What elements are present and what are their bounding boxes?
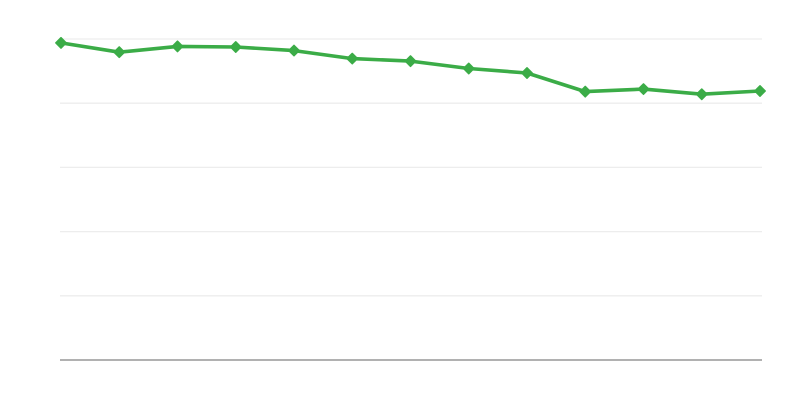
gridlines-group	[60, 38, 762, 361]
data-point-marker[interactable]	[113, 46, 126, 59]
data-point-marker[interactable]	[55, 36, 67, 49]
data-point-marker[interactable]	[462, 62, 475, 75]
data-point-marker[interactable]	[171, 40, 184, 53]
data-point-marker[interactable]	[521, 67, 533, 79]
data-point-marker[interactable]	[754, 85, 766, 97]
data-point-marker[interactable]	[288, 44, 300, 57]
data-point-marker[interactable]	[346, 52, 359, 65]
series-group	[55, 36, 766, 101]
data-line	[59, 41, 762, 96]
data-point-marker[interactable]	[579, 85, 592, 98]
data-point-marker[interactable]	[404, 55, 417, 68]
data-point-marker[interactable]	[229, 41, 242, 53]
data-point-marker[interactable]	[695, 88, 708, 101]
data-point-marker[interactable]	[637, 83, 650, 96]
